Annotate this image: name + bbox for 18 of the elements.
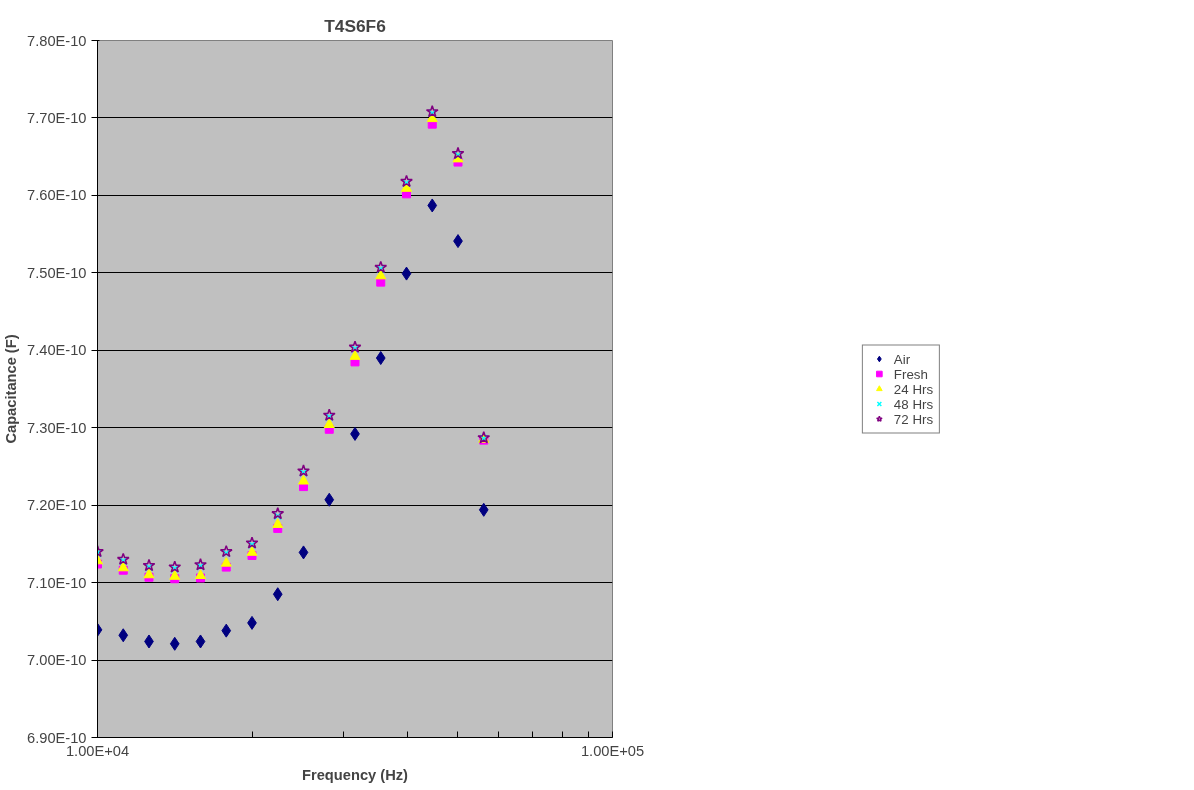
y-tick-label: 7.10E-10 <box>27 574 87 591</box>
legend-label: Air <box>893 351 912 366</box>
y-tick-label: 7.50E-10 <box>27 264 87 281</box>
y-tick-label: 7.00E-10 <box>27 652 87 669</box>
x-tick-label: 1.00E+05 <box>580 742 645 759</box>
x-axis-title: Frequency (Hz) <box>302 766 409 783</box>
chart-title: T4S6F6 <box>324 15 387 36</box>
y-axis-title: Capacitance (F) <box>3 334 20 444</box>
legend-label: 72 Hrs <box>893 411 934 426</box>
legend-label: 24 Hrs <box>893 381 934 396</box>
y-tick-label: 7.70E-10 <box>27 109 87 126</box>
legend-label: 48 Hrs <box>893 396 934 411</box>
y-tick-label: 7.20E-10 <box>27 497 87 514</box>
y-tick-label: 7.80E-10 <box>27 32 87 49</box>
y-tick-label: 7.40E-10 <box>27 342 87 359</box>
y-tick-label: 7.30E-10 <box>27 419 87 436</box>
y-tick-label: 7.60E-10 <box>27 187 87 204</box>
legend-label: Fresh <box>893 366 928 381</box>
